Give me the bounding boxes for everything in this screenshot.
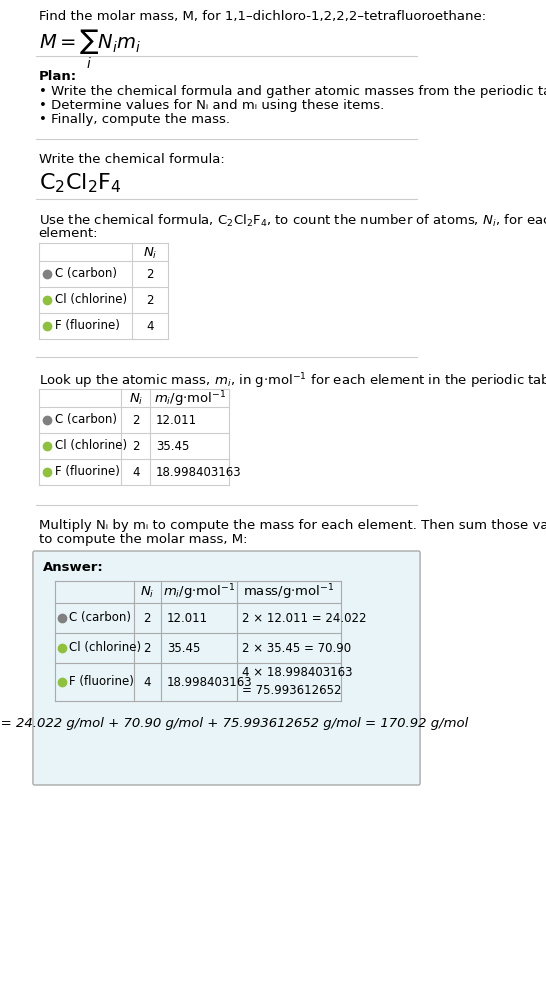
Text: 2: 2	[132, 414, 140, 427]
Text: 2 × 35.45 = 70.90: 2 × 35.45 = 70.90	[242, 642, 352, 654]
Text: M = 24.022 g/mol + 70.90 g/mol + 75.993612652 g/mol = 170.92 g/mol: M = 24.022 g/mol + 70.90 g/mol + 75.9936…	[0, 717, 468, 730]
Text: F (fluorine): F (fluorine)	[55, 320, 120, 333]
Text: element:: element:	[39, 227, 98, 240]
Text: F (fluorine): F (fluorine)	[55, 465, 120, 478]
Text: C (carbon): C (carbon)	[69, 612, 131, 625]
Text: 4: 4	[146, 320, 154, 333]
Text: 12.011: 12.011	[167, 612, 208, 625]
Text: Use the chemical formula, $\mathrm{C_2Cl_2F_4}$, to count the number of atoms, $: Use the chemical formula, $\mathrm{C_2Cl…	[39, 213, 546, 229]
Text: 2: 2	[146, 293, 154, 307]
Text: 2: 2	[144, 642, 151, 654]
Text: 35.45: 35.45	[167, 642, 200, 654]
Text: to compute the molar mass, M:: to compute the molar mass, M:	[39, 533, 247, 546]
Text: 2: 2	[146, 267, 154, 280]
Text: F (fluorine): F (fluorine)	[69, 675, 134, 688]
Text: C (carbon): C (carbon)	[55, 414, 116, 427]
Text: $\mathrm{C_2Cl_2F_4}$: $\mathrm{C_2Cl_2F_4}$	[39, 171, 121, 195]
Text: $m_i$/g$\cdot$mol$^{-1}$: $m_i$/g$\cdot$mol$^{-1}$	[153, 389, 226, 409]
Text: $M = \sum_i N_i m_i$: $M = \sum_i N_i m_i$	[39, 28, 141, 71]
Text: Plan:: Plan:	[39, 70, 77, 83]
Text: 18.998403163: 18.998403163	[167, 675, 252, 688]
Text: = 75.993612652: = 75.993612652	[242, 684, 342, 698]
Text: $m_i$/g$\cdot$mol$^{-1}$: $m_i$/g$\cdot$mol$^{-1}$	[163, 582, 235, 602]
Text: Write the chemical formula:: Write the chemical formula:	[39, 153, 224, 166]
Text: $N_i$: $N_i$	[140, 584, 155, 600]
Text: Answer:: Answer:	[43, 561, 104, 574]
Text: $N_i$: $N_i$	[143, 246, 157, 260]
Text: C (carbon): C (carbon)	[55, 267, 116, 280]
Text: Multiply Nᵢ by mᵢ to compute the mass for each element. Then sum those values: Multiply Nᵢ by mᵢ to compute the mass fo…	[39, 519, 546, 532]
Text: • Write the chemical formula and gather atomic masses from the periodic table.: • Write the chemical formula and gather …	[39, 85, 546, 98]
Text: 4 × 18.998403163: 4 × 18.998403163	[242, 666, 353, 679]
Text: Look up the atomic mass, $m_i$, in g$\cdot$mol$^{-1}$ for each element in the pe: Look up the atomic mass, $m_i$, in g$\cd…	[39, 371, 546, 391]
Text: 4: 4	[132, 465, 140, 478]
Text: 2: 2	[144, 612, 151, 625]
Text: • Finally, compute the mass.: • Finally, compute the mass.	[39, 113, 230, 126]
Text: mass/g$\cdot$mol$^{-1}$: mass/g$\cdot$mol$^{-1}$	[243, 582, 335, 602]
Text: 35.45: 35.45	[156, 440, 189, 452]
FancyBboxPatch shape	[33, 551, 420, 785]
Text: Cl (chlorine): Cl (chlorine)	[55, 293, 127, 307]
Text: Find the molar mass, M, for 1,1–dichloro-1,2,2,2–tetrafluoroethane:: Find the molar mass, M, for 1,1–dichloro…	[39, 10, 486, 23]
Text: 2 × 12.011 = 24.022: 2 × 12.011 = 24.022	[242, 612, 367, 625]
Text: 2: 2	[132, 440, 140, 452]
Text: $N_i$: $N_i$	[129, 391, 143, 407]
Text: 4: 4	[144, 675, 151, 688]
Text: 18.998403163: 18.998403163	[156, 465, 242, 478]
Text: Cl (chlorine): Cl (chlorine)	[69, 642, 141, 654]
Text: Cl (chlorine): Cl (chlorine)	[55, 440, 127, 452]
Text: • Determine values for Nᵢ and mᵢ using these items.: • Determine values for Nᵢ and mᵢ using t…	[39, 99, 384, 112]
Text: 12.011: 12.011	[156, 414, 197, 427]
